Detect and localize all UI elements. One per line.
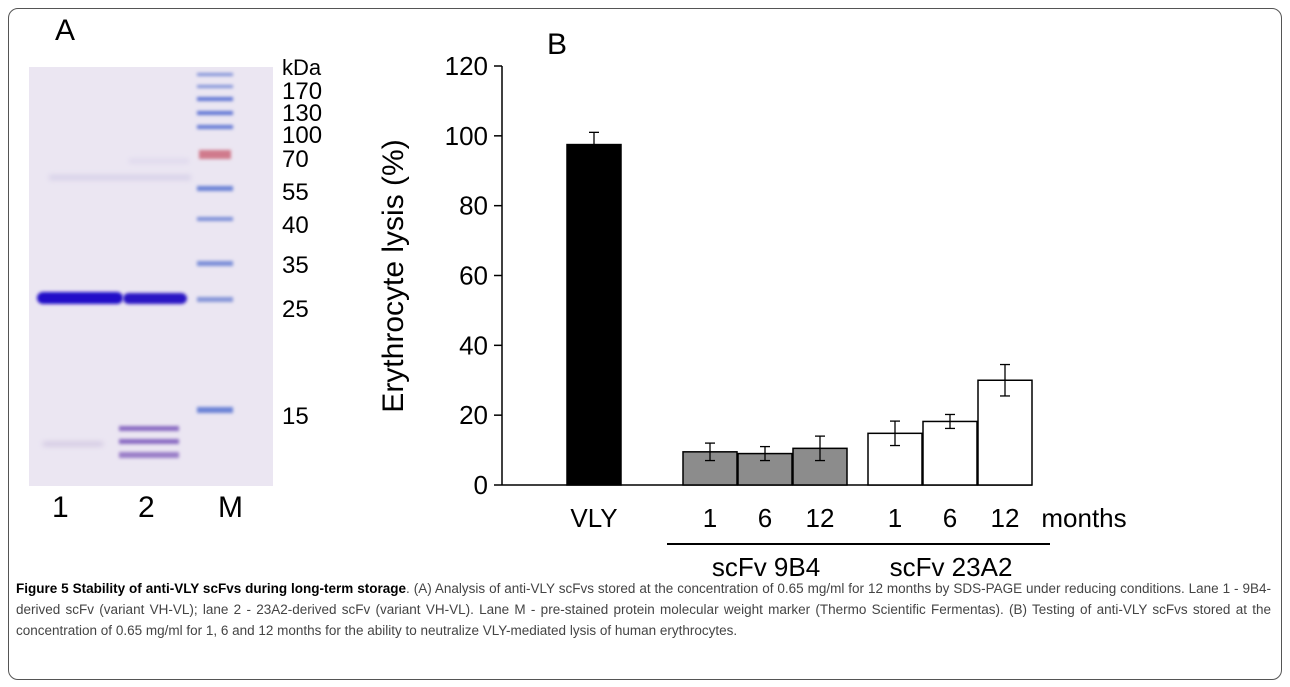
gel-bands bbox=[37, 73, 233, 458]
marker-label: 70 bbox=[282, 146, 309, 173]
y-tick-label: 20 bbox=[459, 400, 488, 430]
y-tick-label: 60 bbox=[459, 261, 488, 291]
y-tick-label: 0 bbox=[474, 470, 488, 500]
group-label: scFv 23A2 bbox=[890, 552, 1013, 580]
x-tick-label: 1 bbox=[888, 503, 902, 533]
gel-image bbox=[29, 67, 273, 486]
figure-frame bbox=[8, 8, 1282, 680]
lane-label: 2 bbox=[138, 491, 155, 524]
panel-a-label: A bbox=[55, 14, 76, 47]
lane-label: M bbox=[218, 491, 243, 524]
x-tick-label: 6 bbox=[943, 503, 957, 533]
group-label: scFv 9B4 bbox=[712, 552, 820, 580]
lane-2-low-band bbox=[119, 439, 179, 444]
y-tick-label: 80 bbox=[459, 191, 488, 221]
panel-b-label: B bbox=[547, 28, 567, 61]
bar-chart: B 0 20 40 60 80 100 120 Erythrocyte lysis (%) VLY… bbox=[377, 28, 1127, 580]
lane-label: 1 bbox=[52, 491, 69, 524]
x-tick-label: VLY bbox=[570, 503, 617, 533]
y-tick-label: 100 bbox=[445, 121, 488, 151]
bar bbox=[566, 143, 622, 486]
y-tick-label: 40 bbox=[459, 330, 488, 360]
marker-label: 130 bbox=[282, 100, 323, 127]
caption-title: Figure 5 Stability of anti-VLY scFvs dur… bbox=[16, 581, 407, 596]
caption-body: . (A) Analysis of anti-VLY scFvs stored … bbox=[16, 581, 1271, 638]
lane-1-faint-band bbox=[43, 442, 103, 446]
marker-label: 170 bbox=[282, 78, 323, 105]
gel-faint-band bbox=[49, 175, 191, 180]
marker-label: 15 bbox=[282, 403, 309, 430]
x-tick-label: 1 bbox=[703, 503, 717, 533]
y-tick-label: 120 bbox=[445, 51, 488, 81]
marker-label: 35 bbox=[282, 252, 309, 279]
lane-2-low-band bbox=[119, 452, 179, 458]
x-unit-label: months bbox=[1041, 503, 1126, 533]
marker-label: 40 bbox=[282, 212, 309, 239]
gel-faint-band bbox=[129, 159, 189, 163]
lane-2-low-band bbox=[119, 426, 179, 431]
marker-lane bbox=[197, 73, 233, 413]
y-axis-label: Erythrocyte lysis (%) bbox=[377, 139, 410, 412]
x-tick-label: 12 bbox=[991, 503, 1020, 533]
marker-label: 55 bbox=[282, 179, 309, 206]
lane-1-main-band bbox=[37, 292, 123, 304]
marker-label: 25 bbox=[282, 296, 309, 323]
x-tick-label: 12 bbox=[806, 503, 835, 533]
lane-2-main-band bbox=[123, 293, 187, 304]
marker-label: 100 bbox=[282, 122, 323, 149]
kda-unit-label: kDa bbox=[282, 55, 322, 80]
bar bbox=[922, 420, 978, 486]
figure-caption: Figure 5 Stability of anti-VLY scFvs dur… bbox=[16, 578, 1271, 641]
x-tick-label: 6 bbox=[758, 503, 772, 533]
bar bbox=[977, 379, 1033, 486]
